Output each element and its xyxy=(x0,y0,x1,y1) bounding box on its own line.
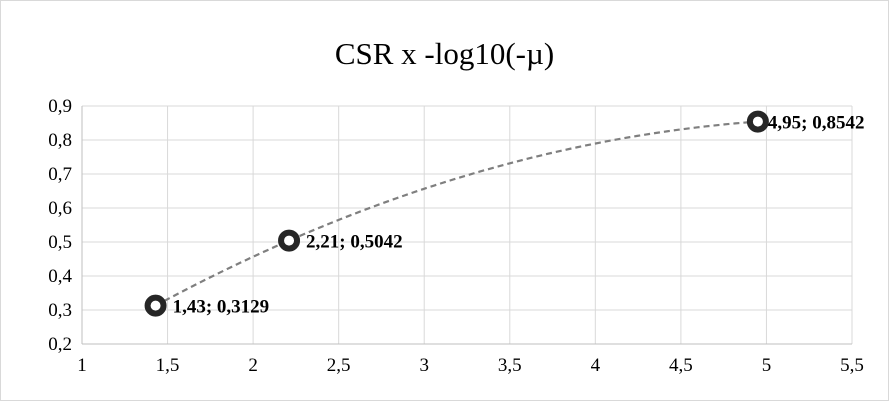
x-tick-label: 2,5 xyxy=(327,355,351,376)
y-tick-label: 0,5 xyxy=(48,232,72,253)
x-tick-label: 5 xyxy=(762,355,772,376)
gridlines xyxy=(82,105,853,344)
y-tick-label: 0,6 xyxy=(48,198,72,219)
x-tick-label: 1,5 xyxy=(156,355,180,376)
data-point-marker xyxy=(144,294,167,317)
x-tick-label: 4,5 xyxy=(669,355,693,376)
x-tick-label: 3 xyxy=(419,355,429,376)
data-point-label: 1,43; 0,3129 xyxy=(173,297,270,318)
data-point-marker xyxy=(746,110,769,133)
y-tick-label: 0,4 xyxy=(48,266,72,287)
x-axis-ticks: 1 1,5 2 2,5 3 3,5 4 4,5 5 5,5 xyxy=(77,355,864,376)
data-point-marker xyxy=(278,229,301,252)
chart-title: CSR x -log10(-µ) xyxy=(334,36,555,71)
y-tick-label: 0,8 xyxy=(48,130,72,151)
x-tick-label: 3,5 xyxy=(498,355,522,376)
y-tick-label: 0,3 xyxy=(48,300,72,321)
y-tick-label: 0,7 xyxy=(48,164,72,185)
x-tick-label: 1 xyxy=(77,355,87,376)
y-tick-label: 0,9 xyxy=(48,96,72,117)
data-points xyxy=(144,110,769,317)
x-tick-label: 4 xyxy=(591,355,601,376)
data-point-label: 4,95; 0,8542 xyxy=(768,113,865,134)
x-tick-label: 5,5 xyxy=(840,355,864,376)
axes xyxy=(81,106,852,345)
x-tick-label: 2 xyxy=(248,355,258,376)
y-tick-label: 0,2 xyxy=(48,334,72,355)
y-axis-ticks: 0,2 0,3 0,4 0,5 0,6 0,7 0,8 0,9 xyxy=(48,96,72,355)
trendline xyxy=(155,120,758,307)
data-labels: 1,43; 0,3129 2,21; 0,5042 4,95; 0,8542 xyxy=(173,113,865,318)
data-point-label: 2,21; 0,5042 xyxy=(306,232,403,253)
trendline-curve xyxy=(155,120,758,307)
